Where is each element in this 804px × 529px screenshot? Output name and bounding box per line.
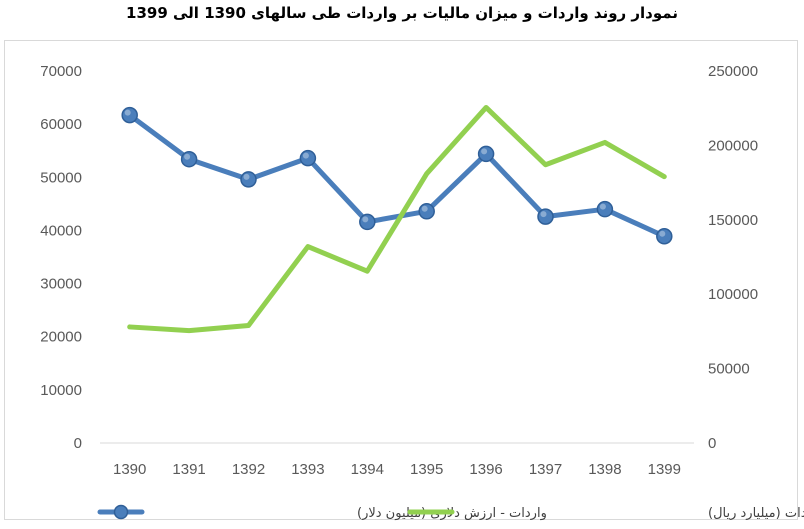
data-point [477,145,495,163]
data-point [180,150,198,168]
right-axis-tick-label: 100000 [708,286,758,303]
x-axis-tick-labels: 1390 1391 1392 1393 1394 1395 1396 1397 1398 1399 [113,461,681,478]
chart-area-border [4,40,798,520]
right-axis-tick-label: 0 [708,435,716,452]
data-point-highlight [243,173,250,180]
x-axis-tick-label: 1394 [351,461,384,478]
data-point-highlight [540,211,547,218]
data-point-highlight [184,153,191,160]
x-axis-tick-label: 1398 [588,461,621,478]
legend-label: عملکرد رقم مالیات بر واردات (میلیارد ریا… [708,506,804,521]
data-point-highlight [599,203,606,210]
left-axis-tick-label: 70000 [40,63,82,80]
right-axis-tick-label: 250000 [708,63,758,80]
x-axis-tick-label: 1397 [529,461,562,478]
left-axis-tick-label: 0 [74,435,82,452]
x-axis-tick-label: 1391 [172,461,205,478]
x-axis-tick-label: 1396 [469,461,502,478]
left-axis-tick-label: 50000 [40,169,82,186]
data-point [121,106,138,124]
x-axis-tick-label: 1395 [410,461,443,478]
legend: واردات - ارزش دلاری (میلیون دلار) عملکرد … [97,504,804,521]
legend-swatch-marker [113,504,129,520]
left-axis-tick-label: 40000 [40,222,82,239]
data-point-highlight [421,205,428,212]
data-point-highlight [362,216,369,223]
series-1 [121,106,673,245]
data-point [418,203,435,220]
series-2 [127,104,667,334]
left-axis-tick-label: 20000 [40,329,82,346]
data-point [656,228,673,245]
chart-title: نمودار روند واردات و میزان مالیات بر وار… [126,4,678,22]
data-point [359,213,376,231]
right-axis-tick-label: 150000 [708,212,758,229]
data-point [240,171,257,188]
right-axis-tick-label: 50000 [708,361,750,378]
right-axis-tick-label: 200000 [708,137,758,154]
legend-item: واردات - ارزش دلاری (میلیون دلار) [97,504,547,521]
series-layer [121,104,673,334]
left-axis-tick-label: 60000 [40,116,82,133]
data-point-highlight [659,230,666,237]
legend-item: عملکرد رقم مالیات بر واردات (میلیارد ریا… [407,506,804,521]
data-point [596,200,614,218]
x-axis-tick-label: 1393 [291,461,324,478]
left-axis-tick-labels: 0 10000 20000 30000 40000 50000 60000 70000 [40,63,82,452]
left-axis-tick-label: 30000 [40,276,82,293]
series-line [127,104,667,334]
x-axis-tick-label: 1390 [113,461,146,478]
data-point-highlight [302,152,309,159]
data-point-highlight [481,148,488,155]
data-point [537,208,554,225]
series-line [127,112,667,239]
right-axis-tick-labels: 0 50000 100000 150000 200000 250000 [708,63,758,452]
left-axis-tick-label: 10000 [40,382,82,399]
x-axis-tick-label: 1399 [648,461,681,478]
x-axis-tick-label: 1392 [232,461,265,478]
data-point-highlight [124,109,131,116]
data-point [299,149,317,167]
